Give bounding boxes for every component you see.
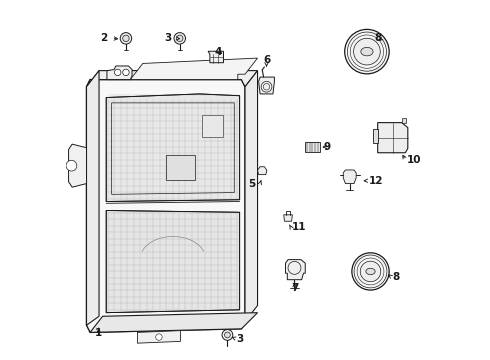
Polygon shape	[106, 211, 240, 313]
Polygon shape	[137, 330, 180, 343]
Polygon shape	[373, 129, 378, 143]
Polygon shape	[130, 58, 258, 80]
Text: 5: 5	[248, 179, 256, 189]
Polygon shape	[87, 71, 99, 325]
Polygon shape	[87, 80, 245, 332]
Ellipse shape	[361, 48, 373, 56]
Polygon shape	[87, 71, 258, 87]
Circle shape	[156, 334, 162, 340]
Circle shape	[66, 160, 77, 171]
Circle shape	[352, 253, 389, 290]
Circle shape	[115, 69, 121, 76]
Circle shape	[224, 332, 230, 338]
Polygon shape	[343, 170, 356, 184]
Text: 9: 9	[324, 142, 331, 152]
Text: 7: 7	[291, 283, 298, 293]
Text: 6: 6	[263, 55, 270, 65]
Polygon shape	[107, 66, 132, 80]
Text: 10: 10	[406, 155, 421, 165]
Circle shape	[122, 35, 129, 41]
Circle shape	[120, 33, 132, 44]
Polygon shape	[402, 118, 406, 123]
Circle shape	[344, 30, 389, 74]
Polygon shape	[258, 167, 267, 175]
Polygon shape	[202, 116, 223, 137]
Polygon shape	[90, 313, 258, 332]
Polygon shape	[286, 260, 305, 280]
Circle shape	[176, 35, 183, 41]
Circle shape	[354, 38, 380, 65]
Text: 8: 8	[392, 272, 399, 282]
Polygon shape	[284, 215, 293, 221]
Circle shape	[122, 69, 129, 76]
Polygon shape	[106, 94, 240, 202]
Circle shape	[222, 329, 233, 340]
Text: 1: 1	[95, 328, 102, 338]
Polygon shape	[259, 77, 274, 94]
Text: 3: 3	[236, 333, 243, 343]
Text: 2: 2	[99, 33, 107, 43]
Polygon shape	[304, 142, 320, 152]
Text: 11: 11	[292, 222, 306, 232]
Text: 12: 12	[368, 176, 383, 186]
Text: 3: 3	[164, 33, 171, 43]
Polygon shape	[166, 155, 195, 180]
Polygon shape	[245, 71, 258, 321]
Circle shape	[360, 261, 381, 282]
Polygon shape	[378, 123, 408, 153]
Text: 4: 4	[214, 46, 221, 57]
Circle shape	[174, 33, 186, 44]
Polygon shape	[69, 144, 87, 187]
Text: 8: 8	[374, 33, 381, 43]
Polygon shape	[208, 51, 223, 63]
Ellipse shape	[366, 268, 375, 275]
